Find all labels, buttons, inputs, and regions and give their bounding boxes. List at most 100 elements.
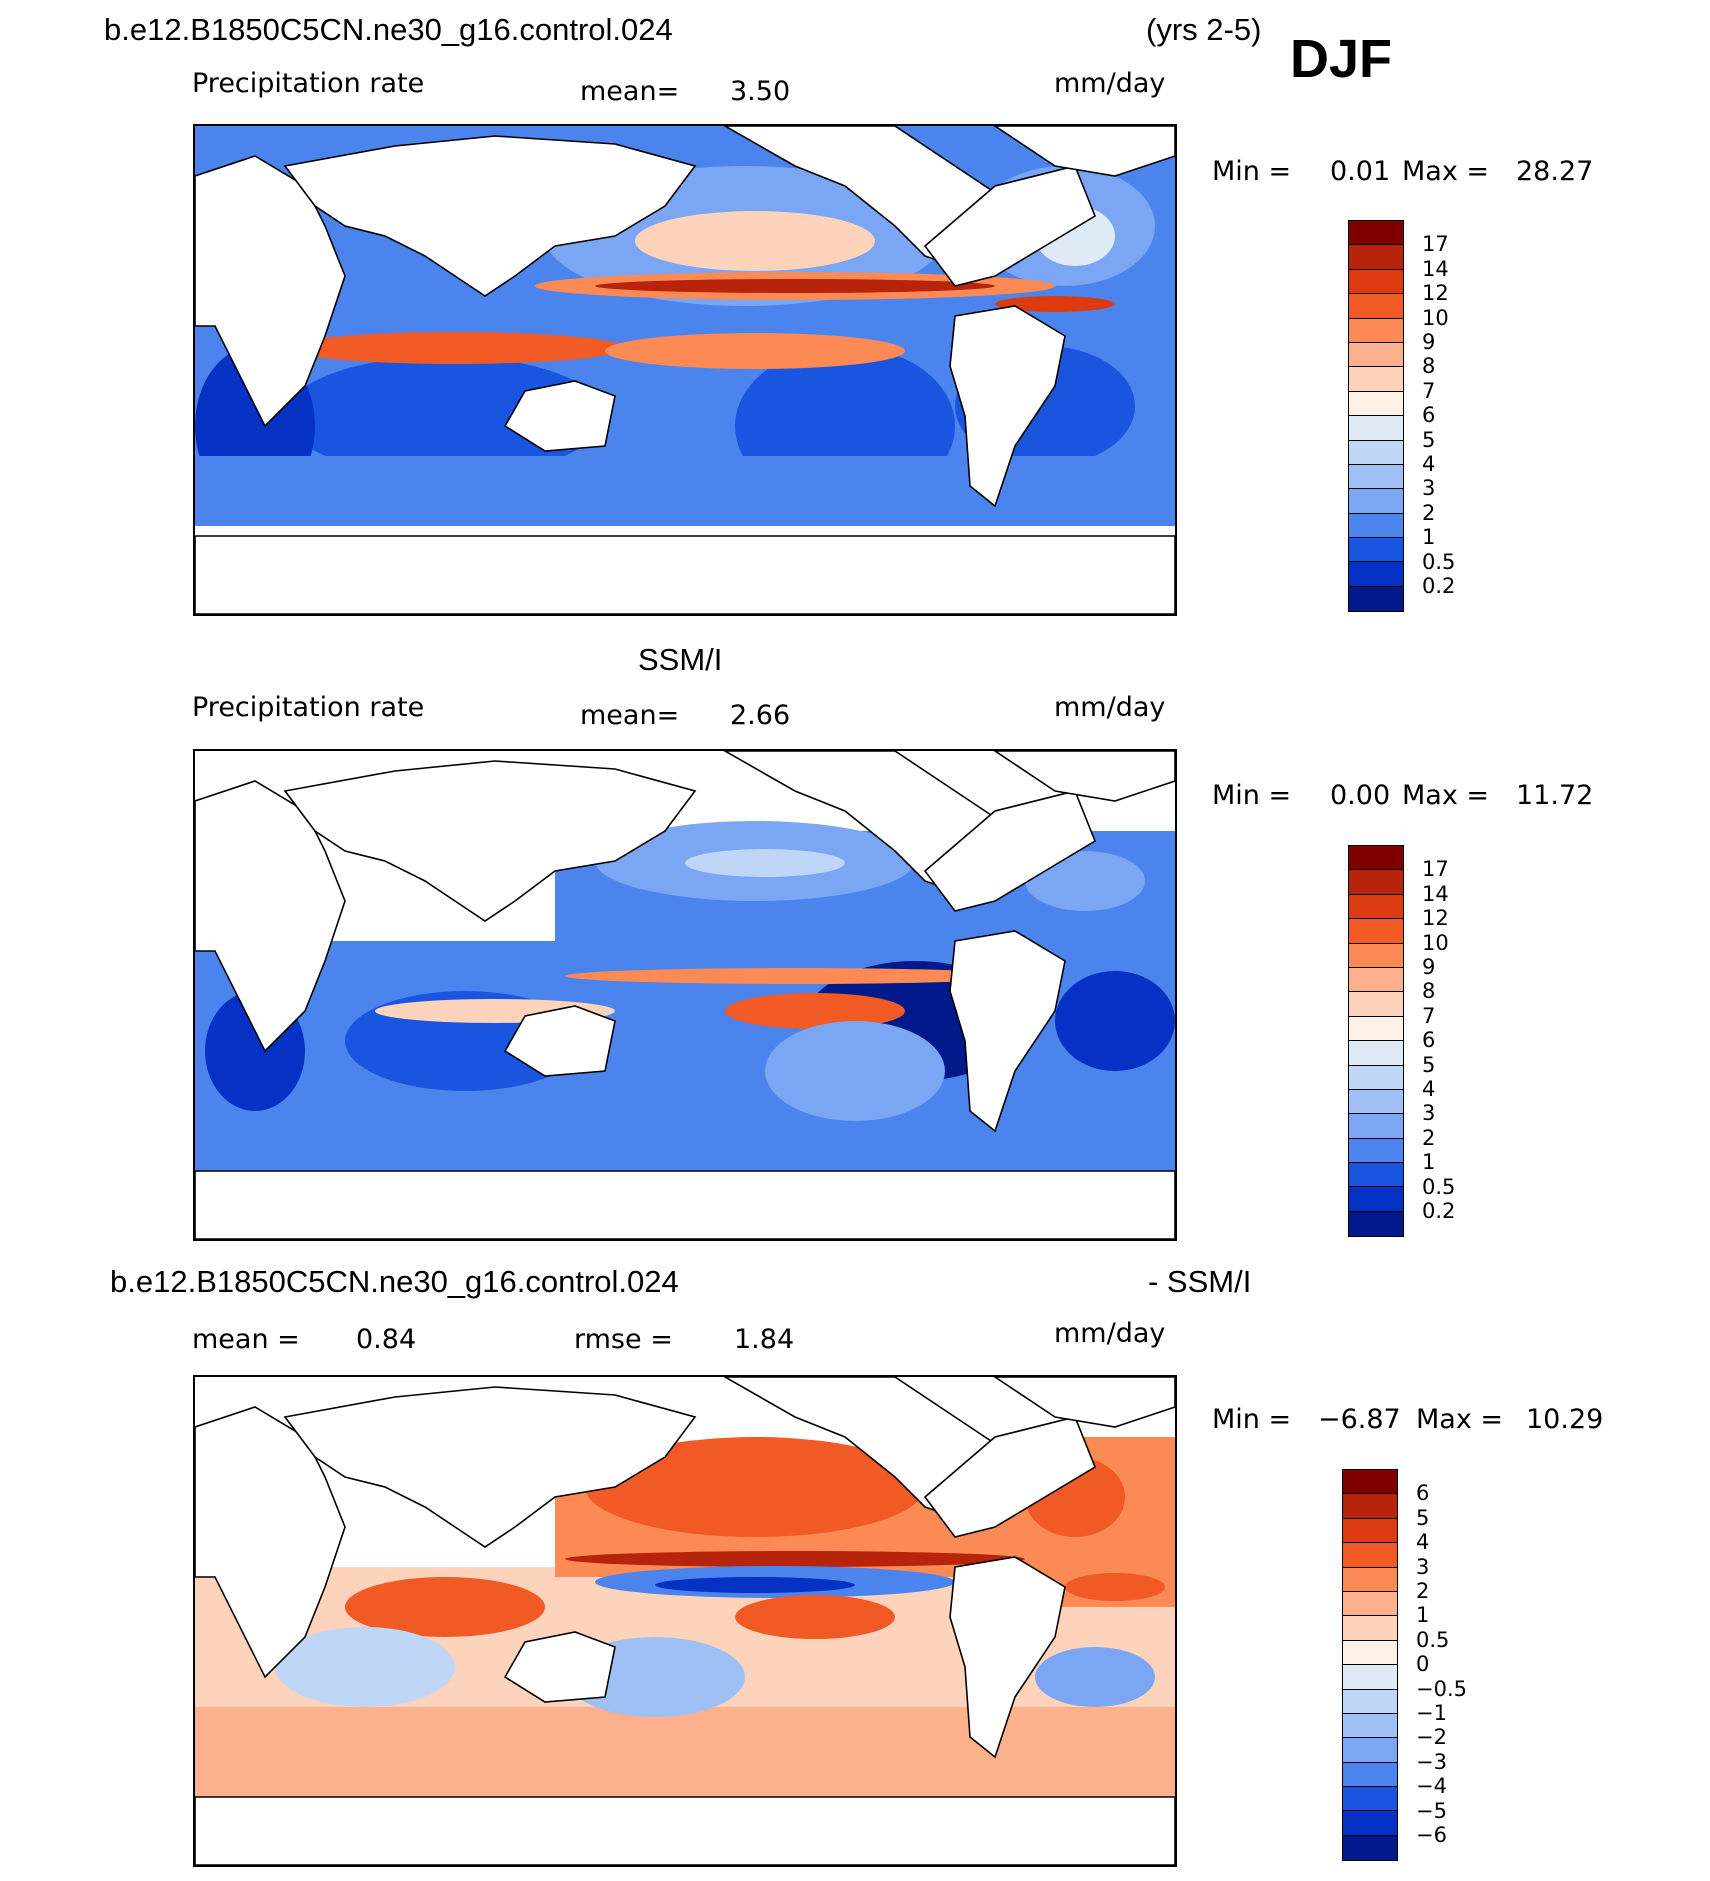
panel3-units: mm/day xyxy=(1054,1318,1166,1349)
colorbar-swatch xyxy=(1349,342,1403,368)
panel2-map xyxy=(193,749,1177,1241)
colorbar-swatch xyxy=(1343,1543,1397,1568)
colorbar-swatch xyxy=(1343,1567,1397,1592)
panel1-map-svg xyxy=(195,126,1175,614)
colorbar-swatch xyxy=(1349,221,1403,246)
coastlines xyxy=(195,751,1175,1239)
colorbar-swatch xyxy=(1343,1811,1397,1836)
panel1-units: mm/day xyxy=(1054,68,1166,99)
colorbar-swatch xyxy=(1349,1016,1403,1042)
colorbar-swatch xyxy=(1349,919,1403,944)
colorbar-label: 14 xyxy=(1422,881,1449,906)
panel2-variable: Precipitation rate xyxy=(192,692,425,723)
case-title: b.e12.B1850C5CN.ne30_g16.control.024 xyxy=(104,12,673,47)
colorbar-swatch xyxy=(1349,269,1403,295)
colorbar-swatch xyxy=(1349,1065,1403,1090)
panel2-units: mm/day xyxy=(1054,692,1166,723)
colorbar-label: 14 xyxy=(1422,256,1449,281)
colorbar-swatch xyxy=(1349,586,1403,612)
colorbar-swatch xyxy=(1349,562,1403,587)
colorbar-swatch xyxy=(1349,538,1403,563)
colorbar-label: 0.5 xyxy=(1422,549,1456,574)
colorbar-label: 9 xyxy=(1422,955,1436,979)
colorbar-label: 17 xyxy=(1422,232,1449,257)
season-label: DJF xyxy=(1290,29,1393,89)
colorbar-swatch xyxy=(1343,1787,1397,1812)
colorbar-label: 0 xyxy=(1416,1652,1430,1677)
colorbar-swatch xyxy=(1343,1640,1397,1666)
colorbar-label: 2 xyxy=(1422,500,1436,525)
colorbar-label: 3 xyxy=(1422,476,1436,501)
colorbar-label: 3 xyxy=(1416,1554,1430,1579)
colorbar-label: 6 xyxy=(1422,1028,1436,1053)
colorbar-label: −0.5 xyxy=(1416,1676,1467,1701)
colorbar-label: −1 xyxy=(1416,1701,1447,1725)
panel2-map-svg xyxy=(195,751,1175,1239)
panel3-map xyxy=(193,1375,1177,1867)
colorbar-label: 2 xyxy=(1422,1125,1436,1150)
colorbar-swatch xyxy=(1349,992,1403,1017)
panel3-max-label: Max = xyxy=(1416,1404,1504,1435)
colorbar-swatch xyxy=(1349,416,1403,441)
colorbar-label: 7 xyxy=(1422,1003,1436,1028)
colorbar-swatch xyxy=(1349,1114,1403,1139)
colorbar-swatch xyxy=(1343,1713,1397,1739)
colorbar-swatch xyxy=(1343,1665,1397,1690)
colorbar-label: −5 xyxy=(1416,1798,1447,1823)
colorbar-swatch xyxy=(1349,1089,1403,1115)
panel3-colorbar xyxy=(1342,1469,1398,1862)
panel1-colorbar xyxy=(1348,220,1404,613)
years-label: (yrs 2-5) xyxy=(1146,12,1262,47)
panel2-min-value: 0.00 xyxy=(1330,780,1391,811)
colorbar-label: 3 xyxy=(1422,1101,1436,1126)
panel2-mean-label: mean= xyxy=(580,700,680,731)
colorbar-label: −3 xyxy=(1416,1749,1447,1774)
colorbar-label: 2 xyxy=(1416,1579,1430,1603)
colorbar-label: 0.2 xyxy=(1422,574,1456,598)
colorbar-label: 5 xyxy=(1422,427,1436,452)
colorbar-swatch xyxy=(1343,1518,1397,1544)
colorbar-label: 4 xyxy=(1422,1077,1436,1101)
colorbar-swatch xyxy=(1349,318,1403,343)
colorbar-label: 4 xyxy=(1422,452,1436,476)
panel3-min-label: Min = xyxy=(1212,1404,1292,1435)
panel1-mean-label: mean= xyxy=(580,76,680,107)
colorbar-swatch xyxy=(1343,1762,1397,1788)
panel1-map xyxy=(193,124,1177,616)
panel3-mean-value: 0.84 xyxy=(356,1324,417,1355)
colorbar-swatch xyxy=(1343,1494,1397,1519)
colorbar-label: −6 xyxy=(1416,1823,1447,1847)
panel3-title-left: b.e12.B1850C5CN.ne30_g16.control.024 xyxy=(110,1264,679,1299)
colorbar-label: 4 xyxy=(1416,1530,1430,1555)
colorbar-label: 5 xyxy=(1416,1505,1430,1530)
panel3-min-value: −6.87 xyxy=(1318,1404,1401,1435)
panel3-max-value: 10.29 xyxy=(1526,1404,1604,1435)
colorbar-swatch xyxy=(1349,967,1403,993)
colorbar-label: 1 xyxy=(1422,1150,1436,1175)
panel3-map-svg xyxy=(195,1377,1175,1865)
colorbar-label: 9 xyxy=(1422,330,1436,354)
colorbar-swatch xyxy=(1349,1187,1403,1212)
panel2-mean-value: 2.66 xyxy=(730,700,791,731)
colorbar-swatch xyxy=(1349,870,1403,895)
panel1-max-value: 28.27 xyxy=(1516,156,1594,187)
colorbar-label: −4 xyxy=(1416,1774,1447,1799)
colorbar-swatch xyxy=(1343,1616,1397,1641)
colorbar-swatch xyxy=(1343,1689,1397,1714)
colorbar-swatch xyxy=(1349,245,1403,270)
coastlines xyxy=(195,1377,1175,1865)
colorbar-swatch xyxy=(1343,1591,1397,1617)
panel2-max-value: 11.72 xyxy=(1516,780,1594,811)
colorbar-label: 1 xyxy=(1422,525,1436,550)
colorbar-swatch xyxy=(1349,1163,1403,1188)
panel1-min-label: Min = xyxy=(1212,156,1292,187)
colorbar-label: 7 xyxy=(1422,378,1436,403)
colorbar-label: 6 xyxy=(1416,1481,1430,1506)
colorbar-swatch xyxy=(1349,367,1403,392)
colorbar-swatch xyxy=(1343,1738,1397,1763)
colorbar-label: 6 xyxy=(1422,403,1436,428)
colorbar-label: 8 xyxy=(1422,354,1436,379)
colorbar-swatch xyxy=(1349,943,1403,968)
colorbar-swatch xyxy=(1343,1835,1397,1861)
colorbar-swatch xyxy=(1349,846,1403,871)
